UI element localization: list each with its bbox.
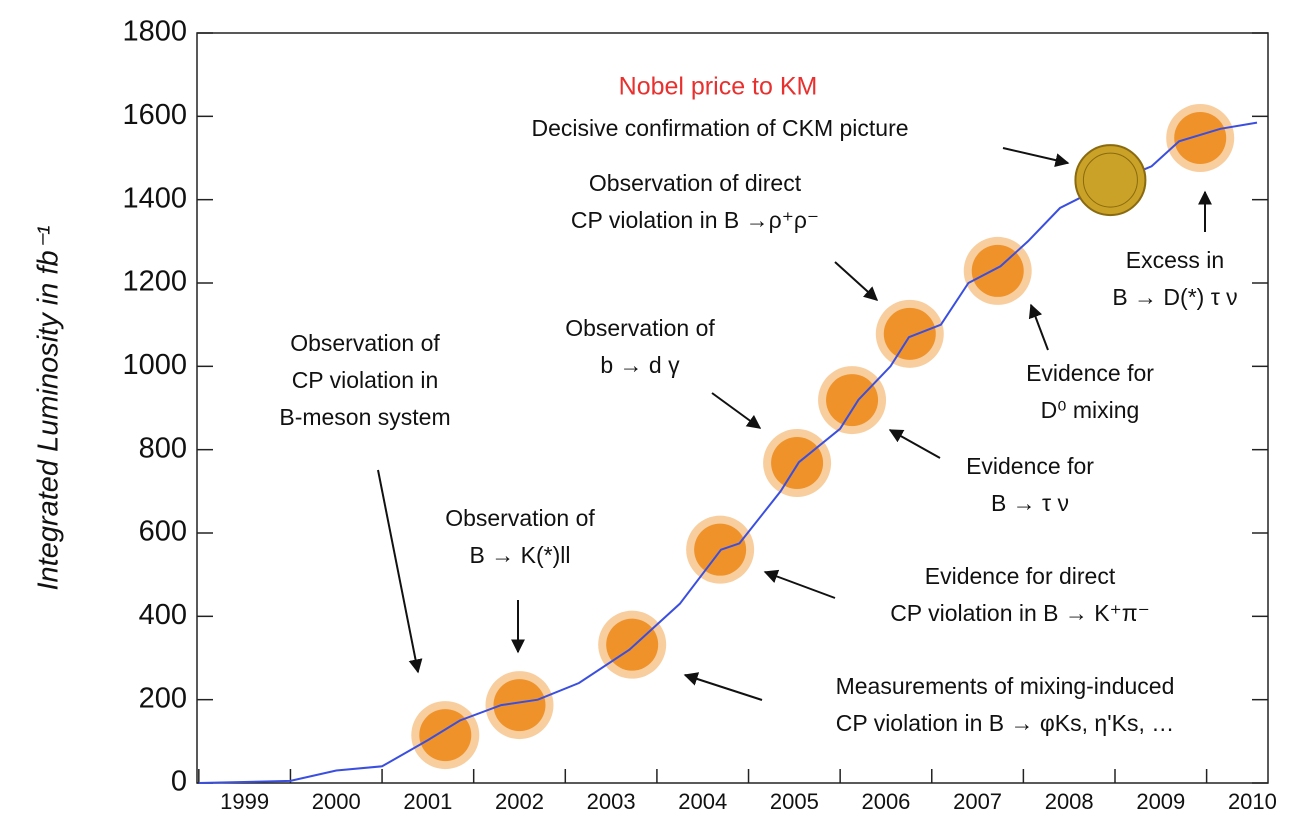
x-tick-label: 2007 <box>953 789 1002 814</box>
chart-title: Nobel price to KM <box>619 73 818 101</box>
annotation: Measurements of mixing-induced <box>836 673 1175 699</box>
x-tick-label: 2005 <box>770 789 819 814</box>
y-tick-label: 1400 <box>122 182 187 214</box>
annotation: CP violation in B → K⁺π⁻ <box>890 600 1150 626</box>
y-tick-label: 400 <box>139 599 187 631</box>
y-tick-label: 1200 <box>122 266 187 298</box>
x-tick-label: 2010 <box>1228 789 1277 814</box>
y-tick-label: 600 <box>139 516 187 548</box>
highlight-core <box>606 619 658 671</box>
annotation: CP violation in B → φKs, η'Ks, … <box>836 710 1174 736</box>
x-tick-label: 1999 <box>220 789 269 814</box>
x-tick-label: 2006 <box>861 789 910 814</box>
x-tick-label: 2004 <box>678 789 727 814</box>
annotation: CP violation in B →ρ⁺ρ⁻ <box>571 207 819 233</box>
highlight-core <box>771 437 823 489</box>
annotation: Observation of <box>445 505 595 531</box>
y-tick-label: 1000 <box>122 349 187 381</box>
y-axis-label: Integrated Luminosity in fb⁻¹ <box>33 225 65 590</box>
highlight-core <box>419 709 471 761</box>
y-tick-label: 800 <box>139 432 187 464</box>
x-tick-label: 2002 <box>495 789 544 814</box>
highlight-core <box>1174 112 1226 164</box>
x-tick-label: 2000 <box>312 789 361 814</box>
annotation: Decisive confirmation of CKM picture <box>531 115 908 141</box>
x-tick-label: 2009 <box>1136 789 1185 814</box>
annotation: Excess in <box>1126 247 1224 273</box>
x-tick-label: 2003 <box>587 789 636 814</box>
annotation: Observation of <box>565 315 715 341</box>
y-tick-label: 1600 <box>122 99 187 131</box>
annotation: B → D(*) τ ν <box>1112 284 1237 310</box>
annotation: b → d γ <box>600 352 680 378</box>
annotation: B-meson system <box>279 404 450 430</box>
annotation: B → K(*)ll <box>470 542 571 568</box>
highlight-core <box>884 308 936 360</box>
annotation: Observation of direct <box>589 170 802 196</box>
x-tick-label: 2001 <box>403 789 452 814</box>
annotation: B → τ ν <box>991 490 1069 516</box>
highlight-core <box>826 374 878 426</box>
annotation: Evidence for <box>1026 360 1154 386</box>
y-tick-label: 1800 <box>122 16 187 48</box>
annotation: D⁰ mixing <box>1041 397 1140 423</box>
annotation: Evidence for <box>966 453 1094 479</box>
x-tick-label: 2008 <box>1045 789 1094 814</box>
y-tick-label: 0 <box>171 766 187 798</box>
chart: Nobel price to KM Integrated Luminosity … <box>0 0 1291 818</box>
annotation: Observation of <box>290 330 440 356</box>
annotation: Evidence for direct <box>925 563 1116 589</box>
medal <box>1075 145 1145 215</box>
y-tick-label: 200 <box>139 682 187 714</box>
annotation: CP violation in <box>292 367 439 393</box>
